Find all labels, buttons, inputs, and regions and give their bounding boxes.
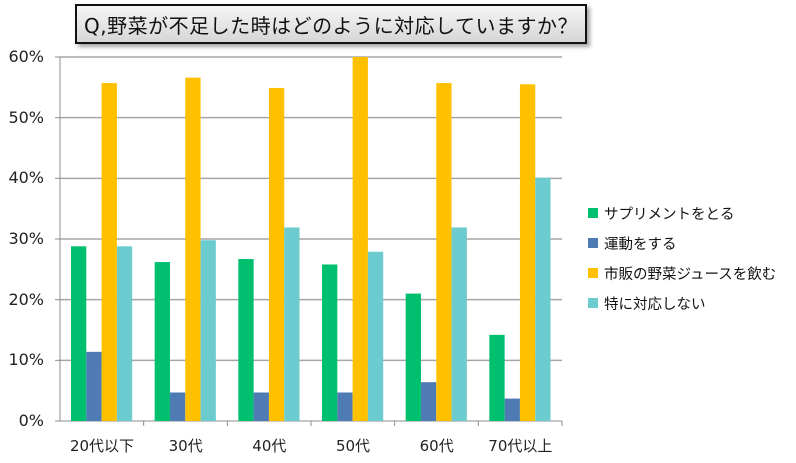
legend-label: 特に対応しない <box>604 296 706 313</box>
chart-title: Q,野菜が不足した時はどのように対応していますか？ <box>75 4 587 44</box>
legend-item: 市販の野菜ジュースを飲む <box>588 258 776 288</box>
legend: サプリメントをとる 運動をする市販の野菜ジュースを飲む 特に対応しない <box>588 198 776 318</box>
legend-item: 特に対応しない <box>588 288 776 318</box>
y-tick-label: 50% <box>8 107 44 127</box>
x-tick-label: 70代以上 <box>488 437 553 455</box>
y-tick-label: 10% <box>8 350 44 370</box>
legend-label: 市販の野菜ジュースを飲む <box>604 266 777 283</box>
y-tick-label: 40% <box>8 168 44 188</box>
legend-swatch-icon <box>588 268 598 278</box>
x-tick-label: 50代 <box>335 437 371 455</box>
bar <box>101 83 117 421</box>
bar <box>420 382 437 421</box>
legend-swatch-icon <box>588 208 598 218</box>
bar <box>519 84 536 422</box>
bar <box>405 293 421 421</box>
y-tick-label: 30% <box>8 229 44 248</box>
bar <box>367 251 384 421</box>
bar <box>504 398 520 421</box>
bar <box>154 262 170 421</box>
bar <box>352 57 368 421</box>
bar <box>337 392 353 421</box>
x-tick-label: 60代 <box>419 437 454 455</box>
bar <box>535 177 551 421</box>
y-tick-label: 20% <box>8 289 44 309</box>
bar <box>451 227 467 421</box>
bar <box>200 240 216 421</box>
y-tick-label: 60% <box>8 47 44 66</box>
x-tick-label: 30代 <box>168 437 203 455</box>
legend-label: サプリメントをとる <box>604 206 735 223</box>
legend-swatch-icon <box>588 238 598 248</box>
legend-swatch-icon <box>588 298 598 308</box>
x-tick-label: 20代以下 <box>69 437 135 455</box>
legend-item: 運動をする <box>588 228 776 258</box>
bar <box>489 334 505 421</box>
bar <box>322 264 338 421</box>
bar <box>268 87 285 421</box>
legend-item: サプリメントをとる <box>588 198 776 228</box>
bar <box>169 392 186 421</box>
bar <box>86 351 102 421</box>
bar <box>185 77 201 422</box>
bar <box>253 392 269 421</box>
bar <box>284 227 300 421</box>
bar <box>436 83 452 421</box>
bar <box>238 259 254 421</box>
y-tick-label: 0% <box>18 411 44 430</box>
x-tick-label: 40代 <box>252 437 287 455</box>
legend-label: 運動をする <box>604 236 677 253</box>
bar <box>116 246 133 421</box>
bar <box>71 246 87 421</box>
